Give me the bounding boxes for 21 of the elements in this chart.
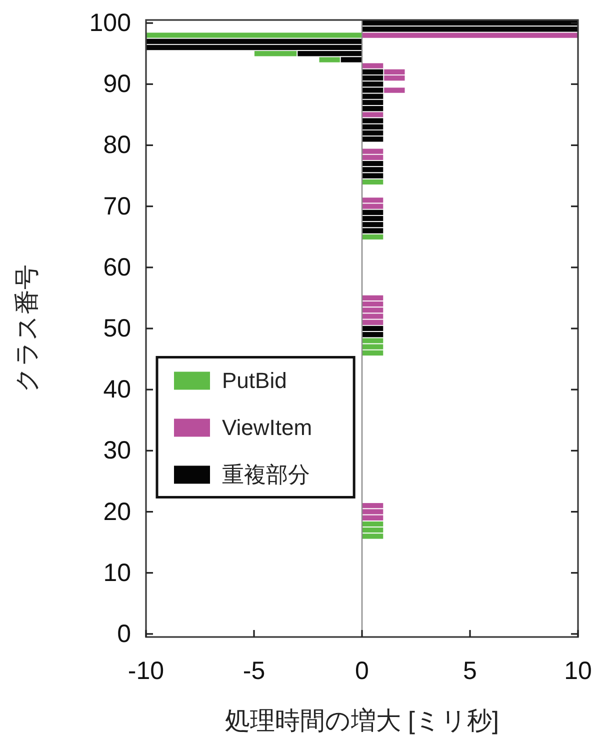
y-tick-label: 90 (103, 70, 131, 98)
x-axis-title: 処理時間の増大 [ミリ秒] (225, 707, 499, 735)
y-tick-label: 50 (103, 314, 131, 342)
legend-label: ViewItem (222, 415, 312, 440)
y-tick-label: 80 (103, 131, 131, 160)
y-tick-label: 0 (117, 620, 131, 648)
y-tick-label: 60 (103, 253, 131, 282)
x-tick-label: 0 (355, 657, 369, 685)
legend-label: PutBid (222, 368, 287, 394)
y-tick-label: 70 (103, 192, 131, 220)
x-tick-label: -10 (128, 657, 164, 685)
y-tick-label: 40 (103, 376, 131, 404)
y-tick-label: 10 (103, 558, 131, 587)
x-tick-label: 5 (463, 657, 477, 685)
x-tick-label: -5 (242, 657, 266, 685)
x-tick-label: 10 (564, 657, 592, 685)
y-tick-label: 20 (103, 498, 131, 526)
legend-label: 重複部分 (222, 462, 310, 488)
y-tick-label: 100 (89, 9, 131, 38)
y-axis-title: クラス番号 (13, 264, 41, 392)
y-tick-label: 30 (103, 436, 131, 465)
